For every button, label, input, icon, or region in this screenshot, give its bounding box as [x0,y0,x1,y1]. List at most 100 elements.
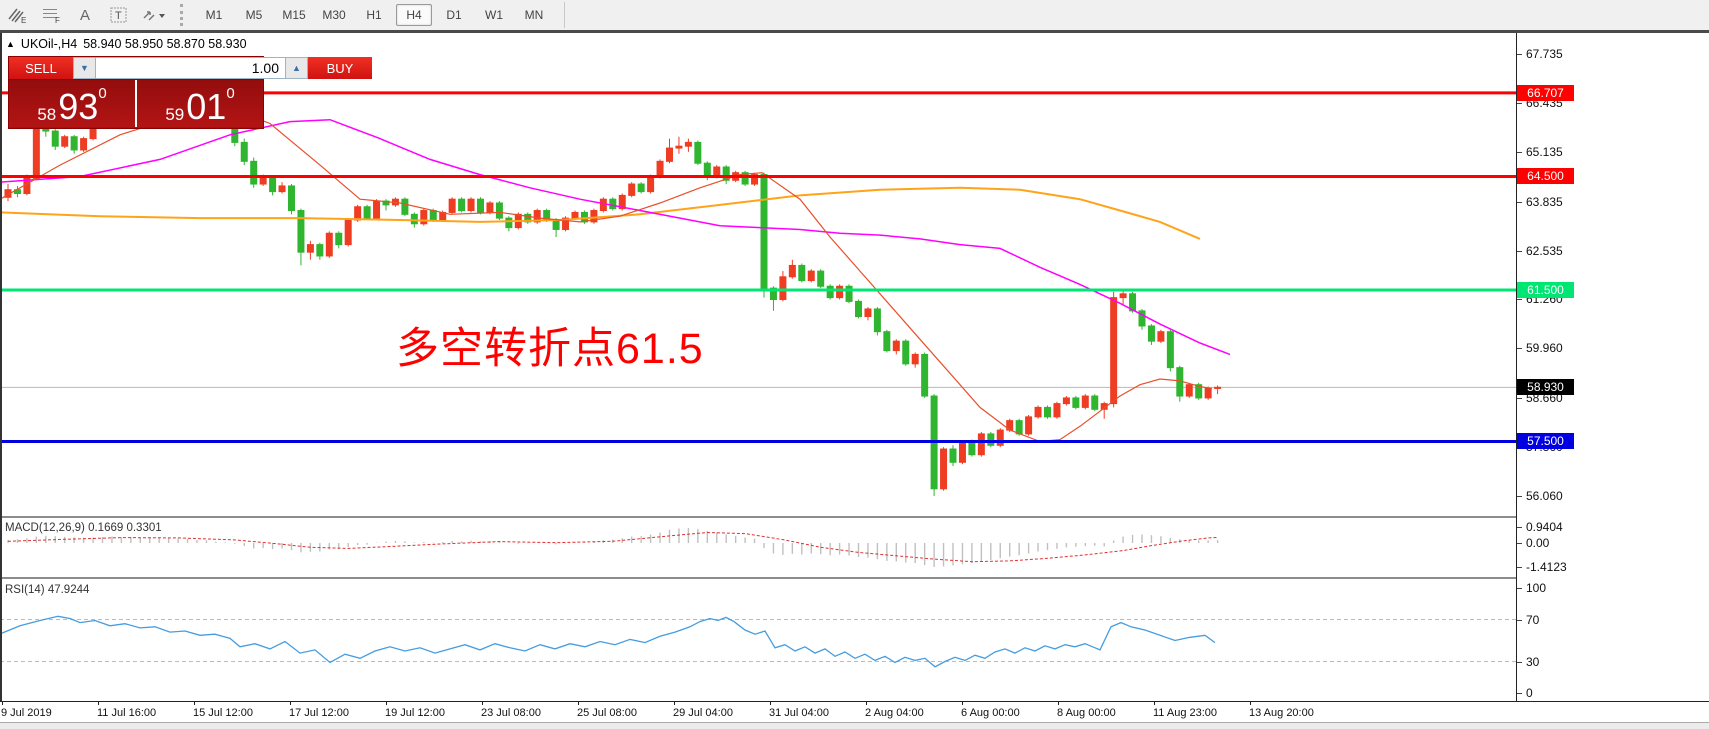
chart-title: ▲ UKOil-,H4 58.940 58.950 58.870 58.930 [6,37,247,51]
time-label: 19 Jul 12:00 [385,707,445,719]
buy-price[interactable]: 59 01 0 [137,80,263,127]
candle-body [873,308,881,333]
candle-body [684,141,692,147]
candle-body [363,206,371,219]
candle-body [1204,387,1212,399]
text-a-icon[interactable]: A [79,6,90,24]
time-tick [194,702,195,705]
time-tick [770,702,771,705]
time-label: 15 Jul 12:00 [193,707,253,719]
candle-body [1129,293,1137,312]
timeframe-m30[interactable]: M30 [322,8,346,22]
grid-f-icon[interactable]: F [36,3,66,27]
time-label: 31 Jul 04:00 [769,707,829,719]
timeframe-mn[interactable]: MN [524,8,544,22]
price-axis[interactable]: 67.735 66.435 65.135 63.835 62.535 61.260 59.9… [1517,33,1709,722]
candle-body [779,276,787,301]
rsi-panel[interactable] [0,579,1516,701]
candle-body [1147,325,1155,342]
candle-body [250,160,258,185]
collapse-arrow-icon[interactable]: ▲ [6,39,15,49]
candle-body [1195,384,1203,399]
sell-price[interactable]: 58 93 0 [9,80,137,127]
macd-panel[interactable] [0,518,1516,577]
price-badge-64.500: 64.500 [1517,168,1574,185]
sell-button[interactable]: SELL [9,57,73,79]
candle-body [675,145,683,149]
time-tick [386,702,387,705]
rsi-line [1,615,1216,668]
candle-body [949,448,957,463]
buy-button[interactable]: BUY [308,57,372,79]
time-tick [290,702,291,705]
toolbar-separator [180,4,188,26]
timeframe-m1[interactable]: M1 [205,8,223,22]
time-tick [1058,702,1059,705]
candle-body [505,217,513,229]
timeframe-m15[interactable]: M15 [282,8,306,22]
candle-body [401,198,409,215]
time-tick [866,702,867,705]
time-label: 25 Jul 08:00 [577,707,637,719]
time-tick [578,702,579,705]
time-label: 29 Jul 04:00 [673,707,733,719]
candle-body [722,166,730,181]
candle-body [32,121,40,179]
timeframe-m5[interactable]: M5 [245,8,263,22]
time-label: 11 Jul 16:00 [97,707,157,719]
price-badge-58.930: 58.930 [1517,379,1574,396]
ma-fast-line [0,107,1213,443]
candle-body [316,244,324,257]
candle-body [741,172,749,185]
candle-body [1214,386,1222,389]
arrows-dropdown-icon[interactable] [138,3,168,27]
candle-body [958,442,966,463]
candle-body [855,300,862,318]
candle-body [1044,406,1051,418]
ma-slow-line [0,186,1201,240]
svg-text:E: E [21,16,26,25]
time-tick [674,702,675,705]
text-box-icon[interactable]: T [104,3,134,27]
candle-body [240,141,248,162]
time-axis[interactable]: 9 Jul 2019 11 Jul 16:00 15 Jul 12:00 17 Jul… [0,701,1709,723]
main-chart-surface[interactable] [0,33,1516,516]
svg-text:T: T [115,10,122,22]
volume-increase-button[interactable]: ▲ [285,57,308,79]
candle-body [552,219,560,230]
candle-body [458,198,466,212]
timeframe-h4[interactable]: H4 [396,4,432,26]
candle-body [1110,297,1118,405]
macd-label: MACD(12,26,9) 0.1669 0.3301 [5,522,162,534]
candle-body [269,177,277,193]
toolbar-edge [0,30,1709,33]
timeframe-w1[interactable]: W1 [485,8,503,22]
draw-lines-e-icon[interactable]: E [2,3,32,27]
price-axis-border [1516,33,1517,722]
volume-input[interactable] [96,57,285,79]
timeframe-d1[interactable]: D1 [446,8,462,22]
time-tick [2,702,3,705]
sell-price-small: 58 [37,105,57,124]
candle-body [354,206,362,221]
rsi-label: RSI(14) 47.9244 [5,584,90,596]
time-label: 17 Jul 12:00 [289,707,349,719]
candle-body [921,353,929,397]
panel-splitter[interactable] [0,516,1516,518]
candle-body [1081,395,1089,408]
volume-decrease-button[interactable]: ▼ [73,57,96,79]
candles-group [4,92,1222,496]
panel-splitter[interactable] [0,577,1516,579]
candle-body [420,210,428,225]
chart-window[interactable]: 67.735 66.435 65.135 63.835 62.535 61.260 59.9… [0,33,1709,729]
candle-body [61,136,69,147]
candle-body [968,442,976,456]
time-tick [1154,702,1155,705]
candle-body [618,194,626,210]
timeframe-h1[interactable]: H1 [366,8,382,22]
time-label: 6 Aug 00:00 [961,707,1020,719]
one-click-trading-panel: SELL ▼ ▲ BUY 58 93 0 59 01 0 [8,56,372,129]
candle-body [807,270,815,282]
candle-body [703,162,711,177]
candle-body [1053,403,1061,418]
